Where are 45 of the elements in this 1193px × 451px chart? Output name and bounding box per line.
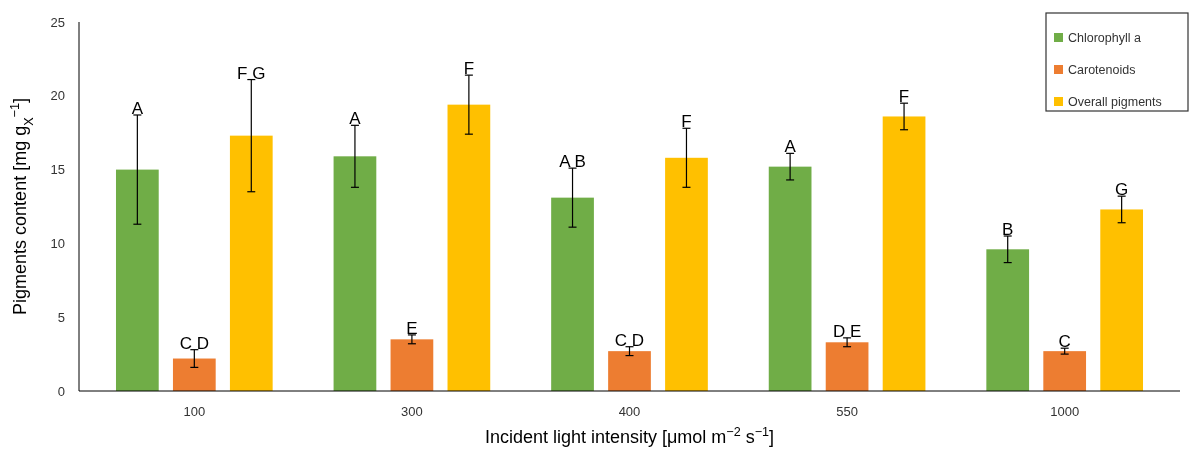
x-tick-label: 1000	[1050, 404, 1080, 419]
bar	[115, 169, 159, 391]
bar	[986, 249, 1030, 391]
data-label: D E	[832, 321, 862, 341]
bar	[551, 197, 594, 391]
legend-label: Chlorophyll a	[1068, 31, 1141, 46]
bar	[229, 135, 273, 391]
y-tick-label: 15	[50, 162, 65, 178]
bar	[1043, 351, 1087, 391]
data-label: E	[406, 318, 418, 338]
data-label: F G	[237, 63, 266, 83]
data-label: A	[784, 137, 797, 157]
data-label: A	[131, 98, 144, 118]
bar	[665, 157, 708, 391]
y-tick-label: 20	[50, 88, 65, 104]
y-tick-label: 5	[57, 309, 65, 325]
bar	[390, 339, 434, 391]
bar	[608, 351, 651, 391]
y-tick-label: 25	[50, 14, 65, 30]
x-axis-title: Incident light intensity [μmol m$^{−2}$ s$^{−1}$]	[484, 425, 775, 447]
x-tick-label: 400	[618, 404, 641, 419]
data-label: F	[681, 112, 692, 132]
bar	[825, 342, 869, 391]
x-tick-label: 300	[401, 404, 423, 419]
bar	[768, 166, 812, 391]
x-tick-label: 100	[183, 404, 206, 419]
data-label: A B	[559, 152, 586, 172]
legend-label: Carotenoids	[1068, 63, 1136, 78]
data-label: F	[463, 59, 475, 79]
bar	[1100, 209, 1144, 391]
y-tick-label: 0	[57, 383, 65, 399]
data-label: B	[1002, 220, 1014, 240]
bar	[172, 358, 216, 391]
legend-label: Overall pigments	[1068, 95, 1162, 110]
x-tick-label: 550	[836, 404, 858, 419]
bar	[882, 116, 926, 391]
bar	[447, 104, 491, 391]
data-label: G	[1115, 180, 1129, 200]
data-label: F	[898, 87, 910, 107]
data-label: A	[349, 109, 362, 129]
data-label: C D	[179, 333, 209, 353]
data-label: C D	[614, 330, 645, 350]
y-tick-label: 10	[50, 235, 65, 251]
data-label: C	[1058, 332, 1071, 352]
bar	[333, 156, 377, 391]
